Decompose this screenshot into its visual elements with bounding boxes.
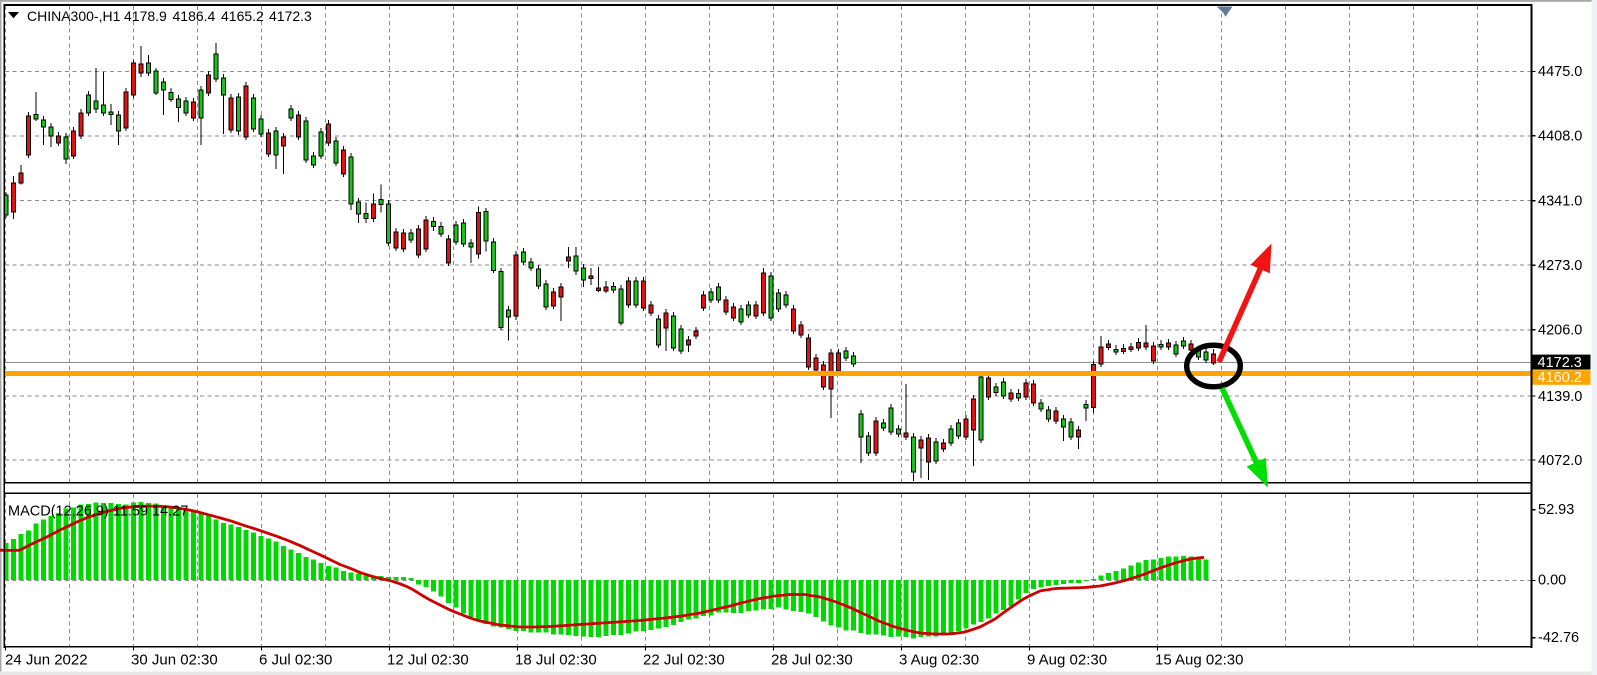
svg-text:18 Jul 02:30: 18 Jul 02:30 — [515, 652, 597, 669]
svg-text:30 Jun 02:30: 30 Jun 02:30 — [131, 652, 218, 669]
svg-text:4172.3: 4172.3 — [269, 8, 312, 24]
svg-text:4273.0: 4273.0 — [1538, 258, 1582, 274]
svg-text:MACD(12,26,9) 11.59 14.27: MACD(12,26,9) 11.59 14.27 — [8, 504, 188, 520]
svg-text:4475.0: 4475.0 — [1538, 64, 1582, 80]
svg-text:4160.2: 4160.2 — [1538, 370, 1582, 386]
svg-text:-42.76: -42.76 — [1538, 630, 1579, 646]
svg-text:4165.2: 4165.2 — [221, 8, 264, 24]
svg-text:12 Jul 02:30: 12 Jul 02:30 — [387, 652, 469, 669]
svg-text:CHINA300-,H1: CHINA300-,H1 — [27, 8, 121, 24]
svg-text:15 Aug 02:30: 15 Aug 02:30 — [1155, 652, 1243, 669]
svg-text:3 Aug 02:30: 3 Aug 02:30 — [899, 652, 979, 669]
svg-text:4139.0: 4139.0 — [1538, 389, 1582, 405]
svg-text:9 Aug 02:30: 9 Aug 02:30 — [1027, 652, 1107, 669]
svg-text:4186.4: 4186.4 — [173, 8, 216, 24]
svg-text:4172.3: 4172.3 — [1538, 355, 1582, 371]
svg-text:24 Jun 2022: 24 Jun 2022 — [5, 652, 88, 669]
svg-text:52.93: 52.93 — [1538, 502, 1574, 518]
svg-text:4341.0: 4341.0 — [1538, 193, 1582, 209]
svg-text:28 Jul 02:30: 28 Jul 02:30 — [771, 652, 853, 669]
svg-text:4408.0: 4408.0 — [1538, 129, 1582, 145]
svg-text:4206.0: 4206.0 — [1538, 323, 1582, 339]
svg-text:4072.0: 4072.0 — [1538, 453, 1582, 469]
svg-text:22 Jul 02:30: 22 Jul 02:30 — [643, 652, 725, 669]
svg-text:6 Jul 02:30: 6 Jul 02:30 — [259, 652, 332, 669]
svg-text:4178.9: 4178.9 — [124, 8, 167, 24]
svg-text:0.00: 0.00 — [1538, 573, 1566, 589]
